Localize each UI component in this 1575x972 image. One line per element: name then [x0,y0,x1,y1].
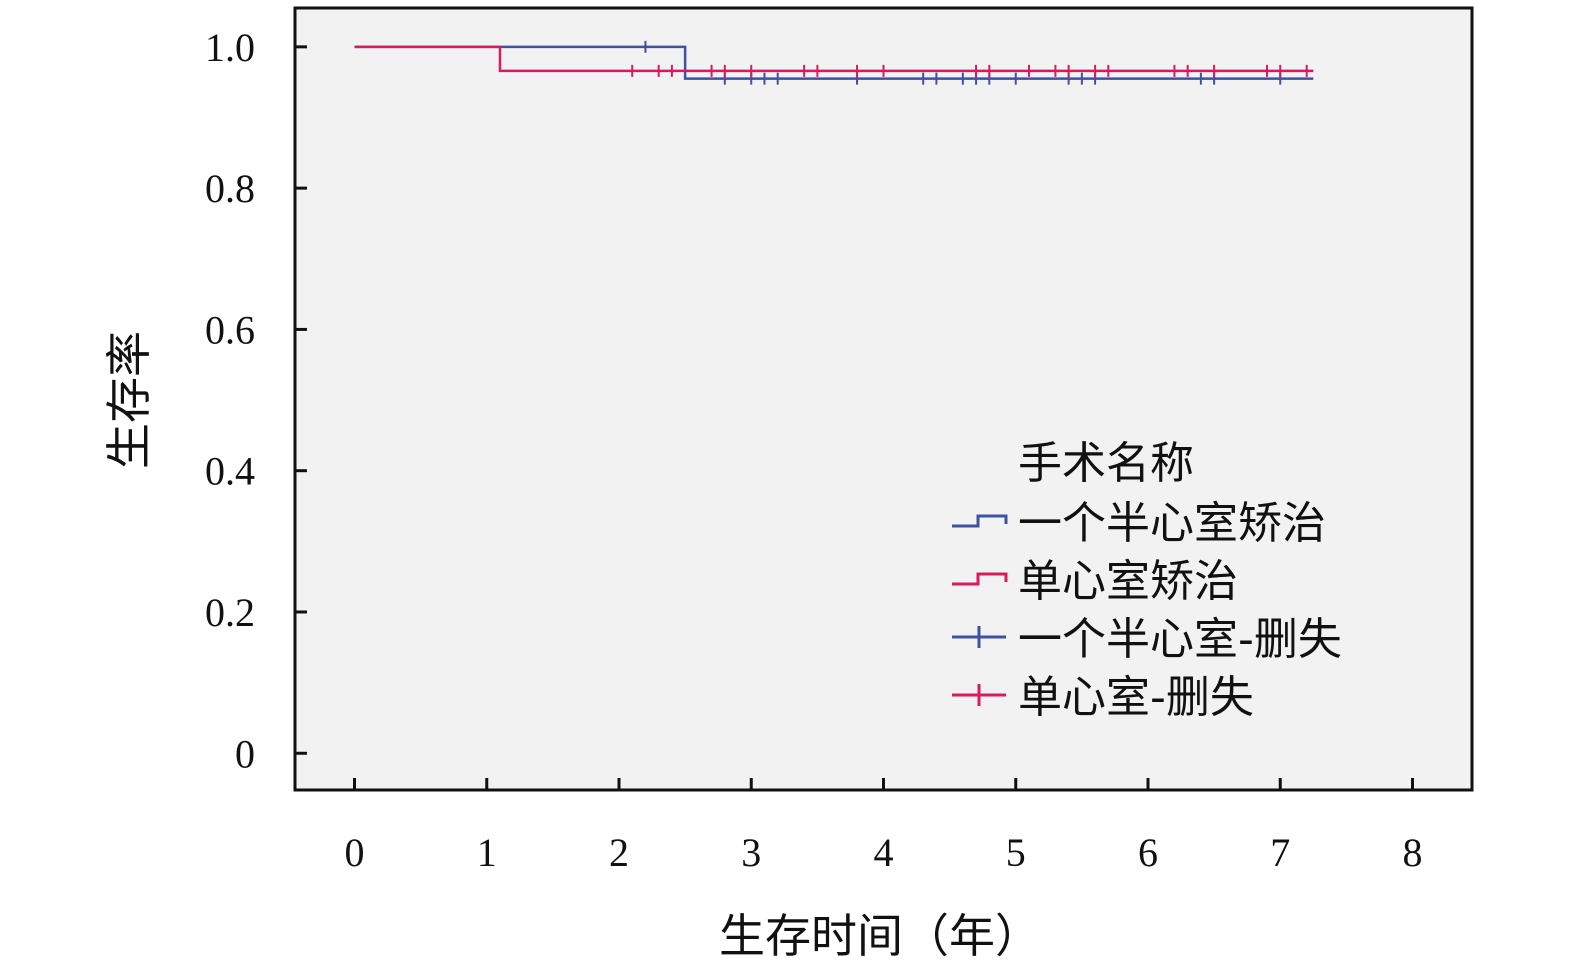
legend-title: 手术名称 [1018,438,1194,489]
y-tick-label: 0 [235,731,255,776]
x-tick-label: 2 [609,830,629,875]
x-tick-label: 1 [477,830,497,875]
legend-step-symbol [952,572,1008,586]
legend-step-symbol [952,514,1008,528]
x-tick-label: 0 [345,830,365,875]
x-tick-label: 5 [1006,830,1026,875]
y-axis-title: 生存率 [102,331,156,469]
x-axis-title: 生存时间（年） [719,909,1041,963]
legend-item: 一个半心室矫治 [952,498,1326,549]
legend-item: 单心室矫治 [952,556,1238,607]
x-tick-label: 4 [874,830,894,875]
legend-item: 一个半心室-删失 [952,614,1342,665]
x-tick-label: 8 [1402,830,1422,875]
legend-label: 一个半心室矫治 [1018,498,1326,549]
y-tick-label: 0.6 [205,307,255,352]
x-axis: 0 1 2 3 4 5 6 7 8 [345,778,1422,875]
series-layer [354,40,1314,85]
y-tick-label: 1.0 [205,25,255,70]
y-tick-label: 0.2 [205,590,255,635]
legend-item: 单心室-删失 [952,672,1254,723]
legend-label: 单心室矫治 [1018,556,1238,607]
x-tick-label: 7 [1270,830,1290,875]
y-axis: 0 0.2 0.4 0.6 0.8 1.0 [205,25,307,776]
legend-label: 一个半心室-删失 [1018,614,1342,665]
x-tick-label: 6 [1138,830,1158,875]
survival-step-line-1 [354,45,1314,73]
legend-label: 单心室-删失 [1018,672,1254,723]
y-tick-label: 0.8 [205,166,255,211]
x-tick-label: 3 [741,830,761,875]
y-tick-label: 0.4 [205,449,255,494]
plot-area [293,6,1474,792]
